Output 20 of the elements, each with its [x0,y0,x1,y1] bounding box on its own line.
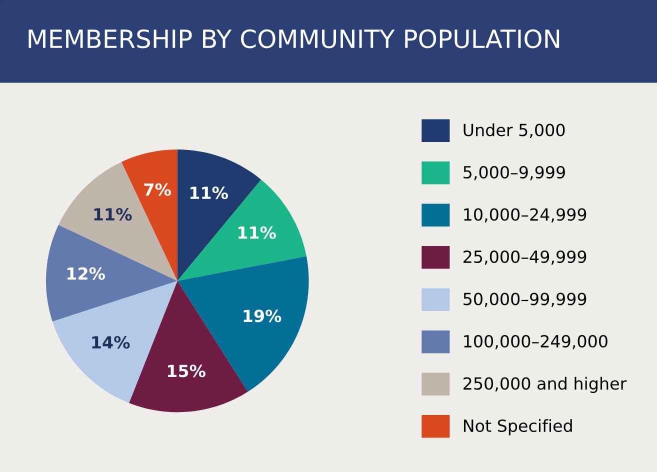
legend-label: 10,000–24,999 [464,208,586,222]
pie-slice [46,224,178,322]
pie-slice [58,162,178,281]
legend-label: 100,000–249,000 [464,334,608,350]
data-label: 11% [190,186,228,200]
data-label: 14% [92,336,130,349]
pie-slice [177,180,306,281]
legend-label: 5,000–9,999 [464,166,565,180]
data-label: 11% [94,208,132,221]
legend-label: 25,000–49,999 [464,250,586,265]
chart-title: MEMBERSHIP BY COMMUNITY POPULATION [28,29,560,48]
data-label: 7% [144,183,171,196]
legend-label: Under 5,000 [464,123,565,138]
legend-label: 50,000–99,999 [464,292,586,307]
legend-label: Not Specified [464,419,572,436]
data-label: 15% [168,364,206,378]
data-label: 11% [238,226,276,239]
data-label: 19% [244,310,282,322]
data-label: 12% [68,267,106,280]
legend-label: 250,000 and higher [464,376,627,394]
